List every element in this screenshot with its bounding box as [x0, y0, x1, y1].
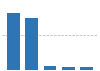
Bar: [62, 67, 75, 70]
Bar: [80, 67, 93, 70]
Bar: [25, 18, 38, 70]
Bar: [44, 66, 56, 70]
Bar: [7, 13, 20, 70]
